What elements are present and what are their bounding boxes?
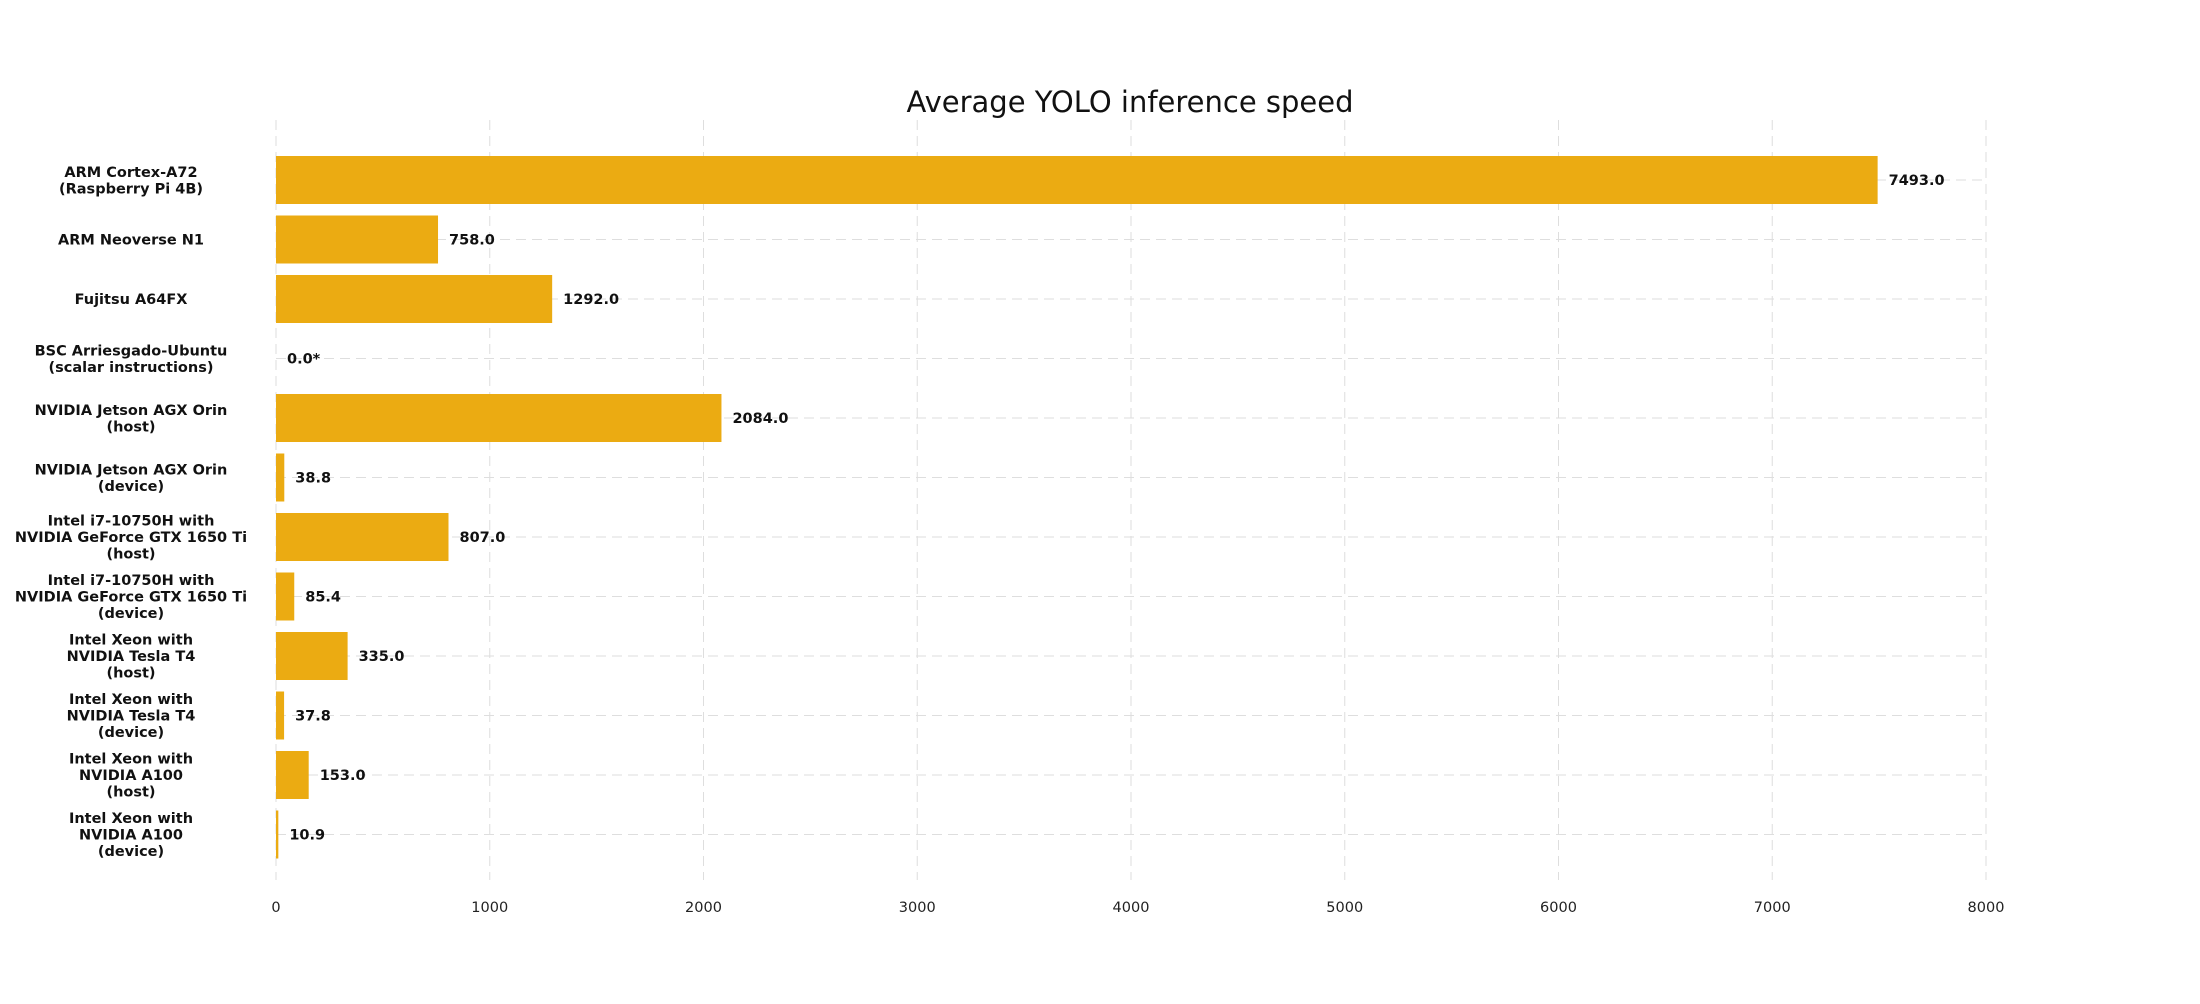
category-label: BSC Arriesgado-Ubuntu(scalar instruction… — [35, 343, 228, 376]
category-label: ARM Cortex-A72(Raspberry Pi 4B) — [59, 165, 203, 198]
bars — [276, 156, 1878, 859]
category-label-line: Intel Xeon with — [69, 811, 193, 827]
value-label: 0.0* — [287, 352, 321, 368]
category-label-line: (device) — [98, 606, 164, 622]
category-label-line: NVIDIA A100 — [79, 768, 183, 784]
value-label: 7493.0 — [1889, 173, 1945, 189]
value-label: 2084.0 — [732, 411, 788, 427]
bar — [276, 513, 449, 561]
category-label-line: (host) — [106, 547, 155, 563]
grid-lines — [275, 120, 1987, 880]
bar — [276, 453, 285, 502]
category-label-line: Intel i7-10750H with — [48, 573, 215, 589]
category-label-line: (host) — [106, 785, 155, 801]
bar — [276, 215, 439, 264]
category-label-line: ARM Neoverse N1 — [58, 233, 204, 249]
category-label-line: (device) — [98, 844, 164, 860]
value-label: 85.4 — [305, 590, 341, 606]
value-labels: 7493.0 758.0 1292.0 0.0* 2084.0 38.8 807.0 85.4… — [287, 173, 1945, 844]
category-label-line: NVIDIA A100 — [79, 828, 183, 844]
x-tick-label: 0 — [271, 900, 280, 916]
x-tick-label: 5000 — [1326, 900, 1363, 916]
category-label: ARM Neoverse N1 — [58, 233, 204, 249]
x-tick-label: 3000 — [899, 900, 936, 916]
category-label: NVIDIA Jetson AGX Orin(host) — [35, 403, 228, 436]
x-tick-label: 7000 — [1754, 900, 1791, 916]
category-label-line: (device) — [98, 479, 164, 495]
category-label-line: NVIDIA GeForce GTX 1650 Ti — [15, 530, 247, 546]
category-label-line: Intel Xeon with — [69, 752, 193, 768]
category-label-line: NVIDIA GeForce GTX 1650 Ti — [15, 590, 247, 606]
value-label: 37.8 — [295, 709, 331, 725]
value-label: 153.0 — [320, 768, 366, 784]
category-label-line: (Raspberry Pi 4B) — [59, 181, 203, 197]
category-label-line: (host) — [106, 666, 155, 682]
category-label-line: NVIDIA Jetson AGX Orin — [35, 403, 228, 419]
bar — [276, 810, 279, 859]
x-tick-label: 2000 — [685, 900, 722, 916]
value-label: 1292.0 — [563, 292, 619, 308]
x-axis-ticks: 0 1000 2000 3000 4000 5000 6000 7000 8000 — [271, 900, 2004, 916]
category-label-line: Intel Xeon with — [69, 633, 193, 649]
category-label-line: Intel i7-10750H with — [48, 514, 215, 530]
bar — [276, 691, 285, 740]
category-label-line: (device) — [98, 725, 164, 741]
category-label-line: ARM Cortex-A72 — [64, 165, 197, 181]
x-tick-label: 8000 — [1968, 900, 2005, 916]
category-label-line: BSC Arriesgado-Ubuntu — [35, 343, 228, 359]
bar — [276, 751, 309, 799]
category-label-line: Intel Xeon with — [69, 692, 193, 708]
category-label: NVIDIA Jetson AGX Orin(device) — [35, 462, 228, 495]
value-label: 10.9 — [289, 828, 325, 844]
category-label: Fujitsu A64FX — [75, 292, 188, 308]
category-label-line: NVIDIA Tesla T4 — [67, 709, 196, 725]
bar — [276, 156, 1878, 204]
x-tick-label: 4000 — [1113, 900, 1150, 916]
category-label-line: (host) — [106, 419, 155, 435]
bar — [276, 572, 295, 621]
value-label: 758.0 — [449, 233, 495, 249]
category-label-line: NVIDIA Tesla T4 — [67, 649, 196, 665]
value-label: 38.8 — [295, 471, 331, 487]
category-label-line: (scalar instructions) — [49, 360, 214, 376]
category-label-line: NVIDIA Jetson AGX Orin — [35, 462, 228, 478]
bar — [276, 275, 553, 323]
value-label: 807.0 — [459, 530, 505, 546]
value-label: 335.0 — [359, 649, 405, 665]
category-labels: ARM Cortex-A72(Raspberry Pi 4B) ARM Neove… — [15, 165, 247, 860]
bar — [276, 394, 722, 442]
chart-title: Average YOLO inference speed — [906, 85, 1353, 119]
x-tick-label: 6000 — [1540, 900, 1577, 916]
category-label-line: Fujitsu A64FX — [75, 292, 188, 308]
x-tick-label: 1000 — [471, 900, 508, 916]
bar — [276, 632, 348, 680]
